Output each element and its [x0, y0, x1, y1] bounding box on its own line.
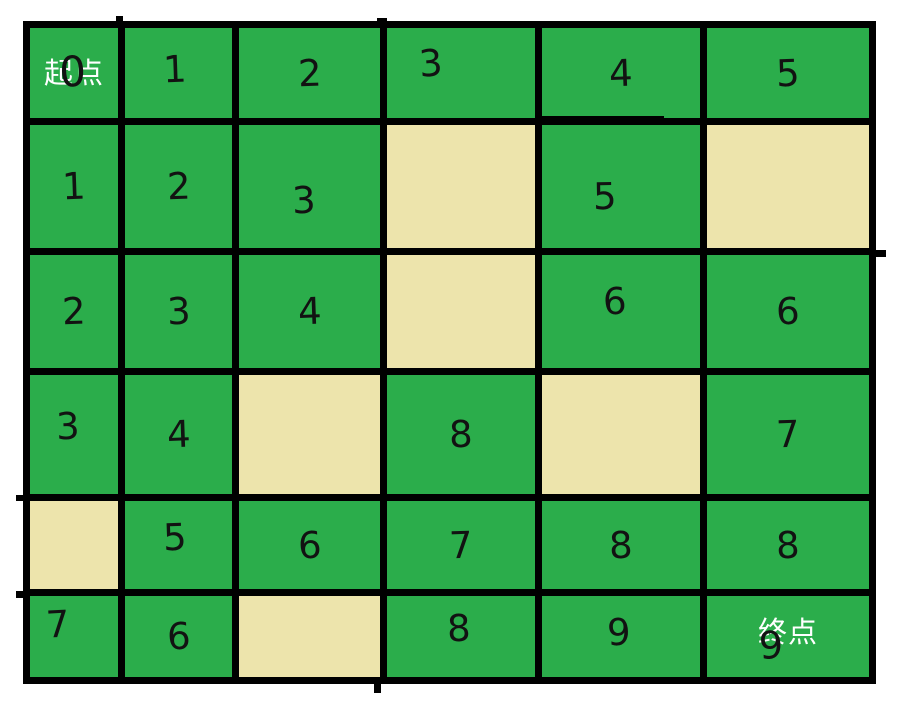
- grid-cell: 2: [125, 125, 232, 248]
- start-cell: 起点 0: [30, 28, 118, 118]
- cell-value: 1: [61, 164, 87, 209]
- cell-value: 3: [290, 178, 317, 223]
- obstacle-cell: [707, 125, 869, 248]
- grid-cell: 8: [707, 501, 869, 589]
- grid-cell: 5: [707, 28, 869, 118]
- end-cell: 终点 9: [707, 596, 869, 677]
- obstacle-cell: [542, 375, 700, 494]
- cell-value: 8: [775, 523, 801, 567]
- grid-cell: 9: [542, 596, 700, 677]
- cell-value: 8: [446, 606, 472, 651]
- obstacle-cell: [387, 255, 535, 368]
- grid-cell: 4: [239, 255, 380, 368]
- grid-cell: 1: [125, 28, 232, 118]
- obstacle-cell: [30, 501, 118, 589]
- cell-value: 4: [165, 412, 192, 457]
- hand-drawn-stroke-artifact: [872, 250, 886, 257]
- cell-value: 2: [61, 289, 87, 334]
- end-label: 终点: [757, 615, 818, 649]
- grid-cell: 3: [239, 125, 380, 248]
- cell-value: 7: [45, 602, 71, 647]
- cell-value: 9: [606, 610, 632, 655]
- grid-cell: 2: [30, 255, 118, 368]
- grid-cell: 1: [30, 125, 118, 248]
- grid-cell: 6: [239, 501, 380, 589]
- grid-cell: 6: [125, 596, 232, 677]
- cell-value: 6: [602, 279, 628, 324]
- cell-value: 5: [775, 51, 801, 95]
- hand-drawn-stroke-artifact: [374, 682, 381, 693]
- cell-value: 7: [775, 412, 801, 457]
- cell-value: 2: [165, 164, 192, 209]
- cell-value: 9: [757, 622, 785, 668]
- cell-value: 3: [165, 289, 192, 334]
- cell-value: 3: [417, 40, 445, 86]
- cell-value: 3: [55, 404, 81, 449]
- cell-value: 4: [296, 289, 323, 334]
- grid-cell: 3: [387, 28, 535, 118]
- hand-drawn-stroke-artifact: [540, 116, 664, 122]
- grid-cell: 5: [542, 125, 700, 248]
- cell-value: 6: [775, 289, 801, 334]
- grid-cell: 2: [239, 28, 380, 118]
- hand-drawn-stroke-artifact: [377, 18, 387, 24]
- cell-value: 6: [296, 523, 323, 567]
- cell-value: 8: [608, 523, 634, 567]
- grid-cell: 8: [387, 596, 535, 677]
- cell-value: 0: [58, 46, 87, 97]
- start-label: 起点: [43, 55, 104, 90]
- grid-cell: 4: [125, 375, 232, 494]
- grid-cell: 6: [707, 255, 869, 368]
- cell-value: 5: [161, 515, 188, 559]
- grid-cell: 8: [387, 375, 535, 494]
- cell-value: 8: [448, 412, 474, 457]
- grid-cell: 3: [30, 375, 118, 494]
- obstacle-cell: [387, 125, 535, 248]
- dp-grid: 起点 0 1 2 3 4 5 1 2 3 5 2 3 4 6 6 3 4 8 7 5 6 7 8 8 7 6 8 9 终点 9: [23, 21, 876, 684]
- obstacle-cell: [239, 375, 380, 494]
- cell-value: 2: [296, 51, 323, 95]
- hand-drawn-stroke-artifact: [16, 591, 25, 598]
- grid-cell: 7: [707, 375, 869, 494]
- hand-drawn-stroke-artifact: [16, 495, 26, 501]
- cell-value: 4: [608, 51, 634, 95]
- grid-cell: 7: [30, 596, 118, 677]
- grid-cell: 8: [542, 501, 700, 589]
- grid-cell: 6: [542, 255, 700, 368]
- obstacle-cell: [239, 596, 380, 677]
- grid-cell: 7: [387, 501, 535, 589]
- hand-drawn-stroke-artifact: [116, 16, 123, 26]
- cell-value: 1: [161, 47, 188, 91]
- grid-cell: 4: [542, 28, 700, 118]
- grid-cell: 5: [125, 501, 232, 589]
- cell-value: 6: [165, 614, 192, 659]
- cell-value: 7: [448, 523, 474, 567]
- grid-cell: 3: [125, 255, 232, 368]
- cell-value: 5: [592, 174, 618, 219]
